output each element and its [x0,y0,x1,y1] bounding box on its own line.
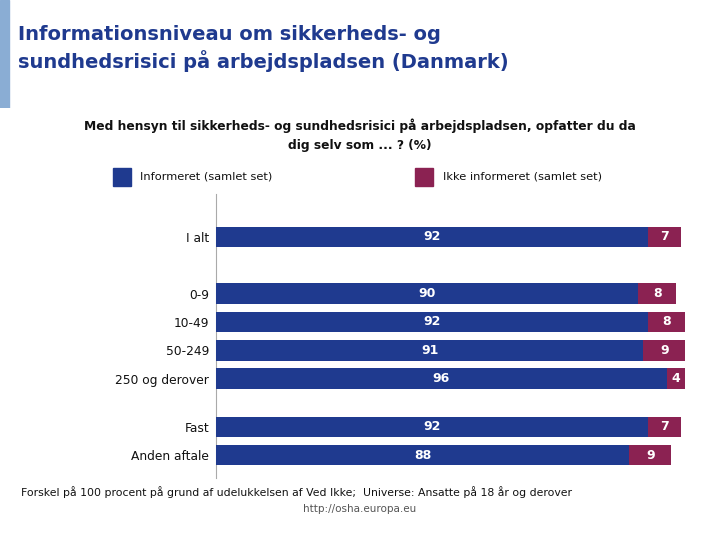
Text: 90: 90 [418,287,436,300]
Bar [648,417,680,437]
Text: 96: 96 [433,372,450,385]
Bar [648,312,685,332]
Text: Med hensyn til sikkerheds- og sundhedsrisici på arbejdspladsen, opfatter du da
d: Med hensyn til sikkerheds- og sundhedsri… [84,118,636,152]
Bar [113,168,131,186]
Bar [216,340,643,361]
Bar [643,340,685,361]
Text: 8: 8 [653,287,662,300]
Bar [415,168,433,186]
Text: Informationsniveau om sikkerheds- og
sundhedsrisici på arbejdspladsen (Danmark): Informationsniveau om sikkerheds- og sun… [18,25,508,72]
Text: http://osha.europa.eu: http://osha.europa.eu [303,504,417,514]
Bar [648,227,680,247]
Text: Ikke informeret (samlet set): Ikke informeret (samlet set) [443,172,601,182]
Text: Ansættelses-
kontrakt: Ansættelses- kontrakt [35,426,112,456]
Text: Forskel på 100 procent på grund af udelukkelsen af Ved Ikke;  Universe: Ansatte : Forskel på 100 procent på grund af udelu… [22,486,572,498]
Text: 4: 4 [672,372,680,385]
Bar [216,227,648,247]
Text: 88: 88 [414,449,431,462]
Bar [639,284,676,304]
Text: 92: 92 [423,315,441,328]
Bar [216,312,648,332]
Bar [216,284,639,304]
Bar [667,368,685,389]
Bar [629,445,671,465]
Bar [216,417,648,437]
Text: 7: 7 [660,420,669,434]
Bar [216,368,667,389]
Text: 92: 92 [423,420,441,434]
Bar [0,0,9,108]
Text: 9: 9 [646,449,654,462]
Text: 91: 91 [421,344,438,357]
Text: Informeret (samlet set): Informeret (samlet set) [140,172,272,182]
Bar [216,445,629,465]
Text: 8: 8 [662,315,671,328]
Text: 7: 7 [660,231,669,244]
Text: 9: 9 [660,344,669,357]
Text: 92: 92 [423,231,441,244]
Text: Personalestørrelse
(Antal
medarbejdere): Personalestørrelse (Antal medarbejdere) [19,312,128,361]
